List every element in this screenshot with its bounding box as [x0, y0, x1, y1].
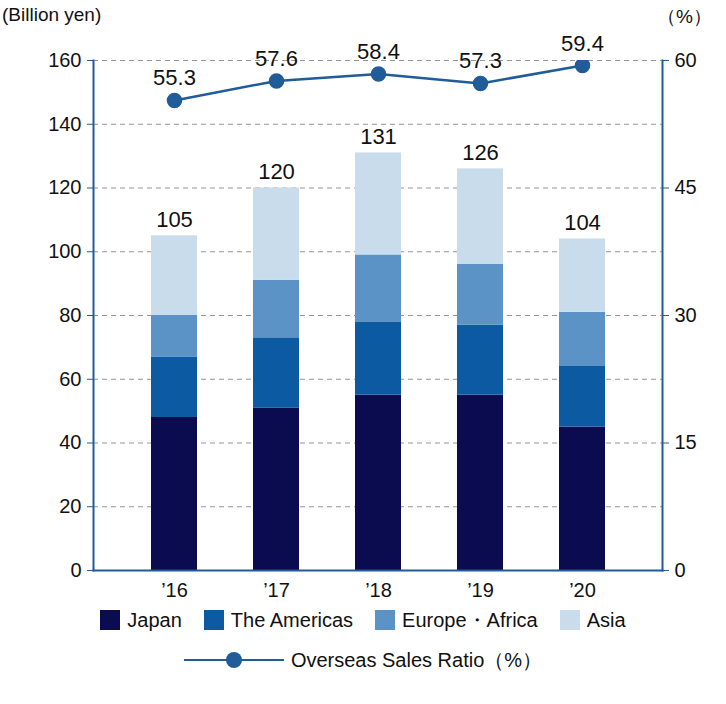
- svg-text:105: 105: [156, 207, 193, 232]
- html-text:(Billion yen): (Billion yen): [2, 4, 102, 25]
- svg-text:58.4: 58.4: [357, 39, 400, 64]
- svg-text:30: 30: [675, 304, 697, 326]
- svg-text:126: 126: [462, 140, 499, 165]
- svg-text:131: 131: [360, 124, 397, 149]
- svg-text:160: 160: [48, 49, 81, 71]
- svg-text:100: 100: [48, 240, 81, 262]
- html-text:Overseas Sales Ratio（%）: Overseas Sales Ratio（%）: [290, 648, 543, 671]
- svg-text:’17: ’17: [263, 579, 290, 600]
- svg-text:140: 140: [48, 113, 81, 135]
- svg-text:0: 0: [675, 559, 686, 581]
- svg-text:80: 80: [59, 304, 81, 326]
- svg-text:0: 0: [70, 559, 81, 581]
- svg-text:60: 60: [59, 368, 81, 390]
- svg-text:’18: ’18: [365, 579, 392, 600]
- svg-text:40: 40: [59, 431, 81, 453]
- svg-text:15: 15: [675, 431, 697, 453]
- html-text:Japan: Japan: [127, 608, 182, 631]
- svg-text:20: 20: [59, 495, 81, 517]
- svg-text:55.3: 55.3: [153, 65, 196, 90]
- svg-text:’19: ’19: [467, 579, 494, 600]
- html-text:The Americas: The Americas: [230, 608, 354, 631]
- svg-text:60: 60: [675, 49, 697, 71]
- svg-text:59.4: 59.4: [561, 31, 604, 56]
- html-text:Asia: Asia: [586, 608, 626, 631]
- svg-text:45: 45: [675, 176, 697, 198]
- svg-text:120: 120: [48, 176, 81, 198]
- svg-text:104: 104: [564, 210, 601, 235]
- svg-text:120: 120: [258, 159, 295, 184]
- svg-text:57.3: 57.3: [459, 48, 502, 73]
- svg-text:’16: ’16: [161, 579, 188, 600]
- svg-text:’20: ’20: [569, 579, 596, 600]
- html-text:Europe・Africa: Europe・Africa: [402, 608, 538, 631]
- svg-text:57.6: 57.6: [255, 46, 298, 71]
